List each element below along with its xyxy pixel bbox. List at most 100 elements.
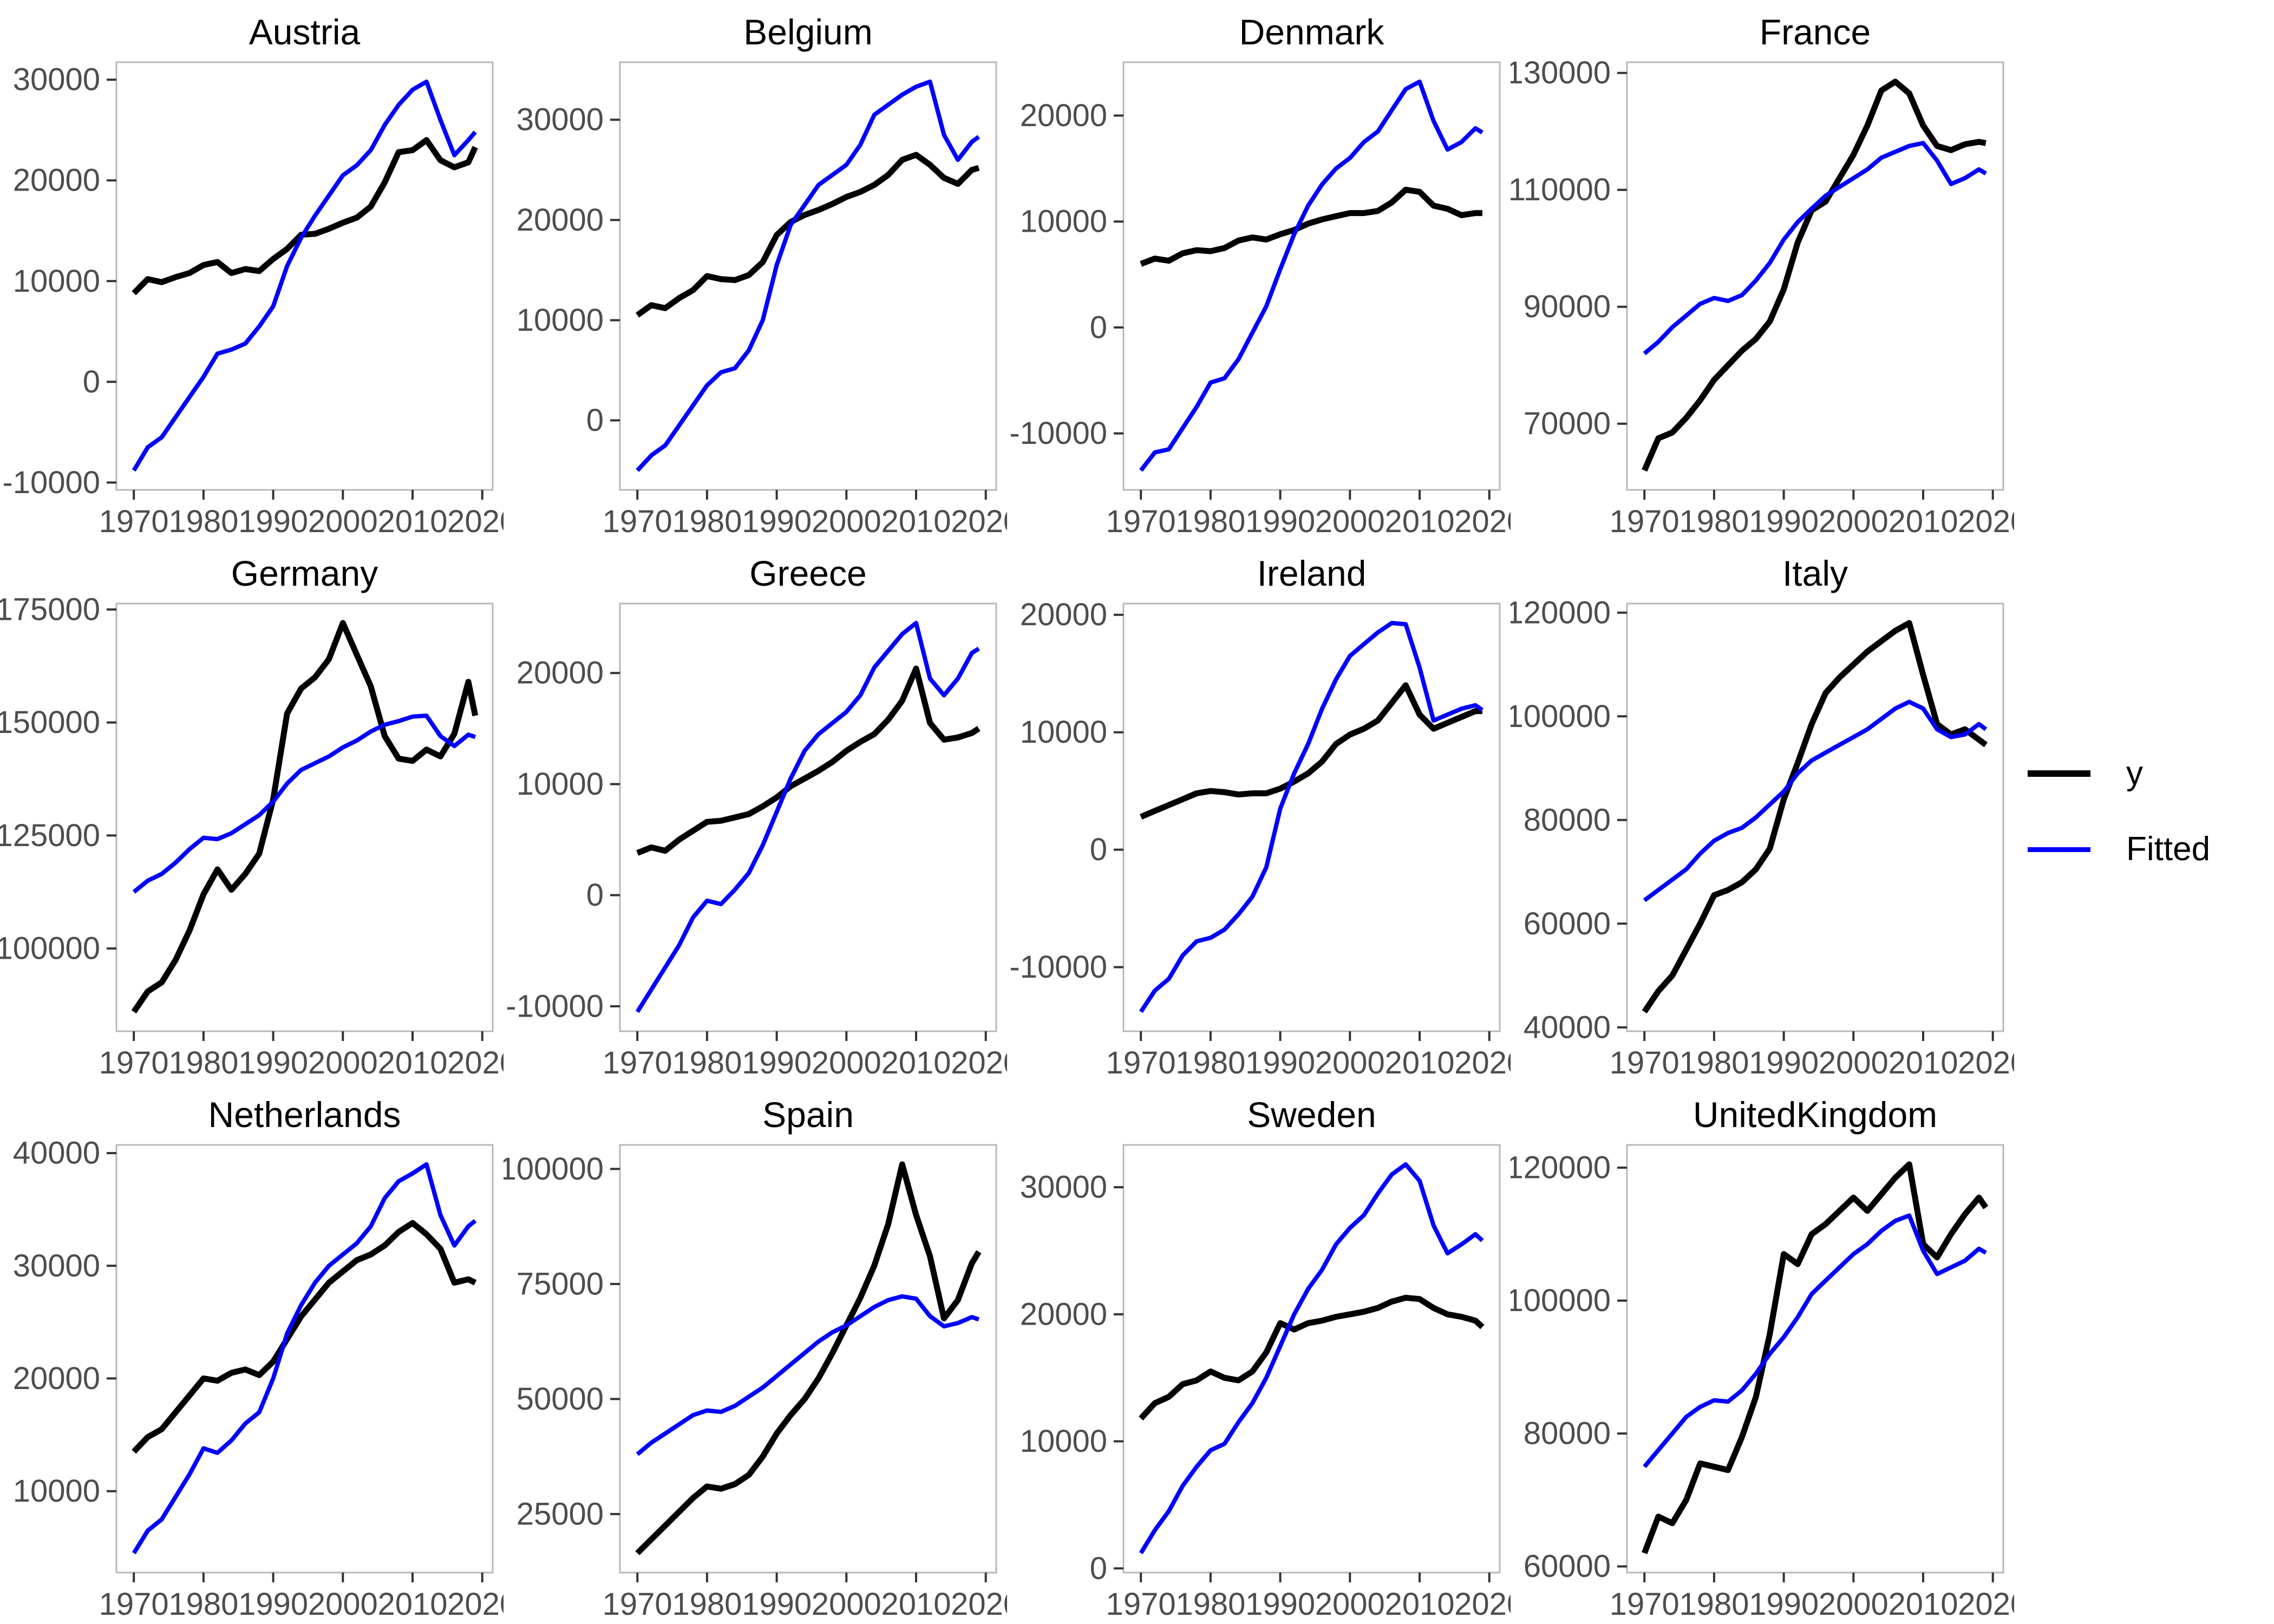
facet-italy: Italy 40000 60000 80000 100000 120000 1970 1980… <box>1511 541 2014 1083</box>
x-axis-tick-label: 2020 <box>447 1045 504 1081</box>
x-axis-tick-label: 2020 <box>951 1045 1007 1081</box>
facet-chart-italy: Italy 40000 60000 80000 100000 120000 1970 1980… <box>1511 553 2014 1081</box>
facet-title: Germany <box>231 553 378 593</box>
y-axis-tick-label: 80000 <box>1524 1416 1611 1451</box>
x-axis-tick-label: 2020 <box>1958 504 2014 539</box>
x-axis-tick-label: 2020 <box>1958 1587 2014 1622</box>
y-axis-tick-label: 30000 <box>13 1248 100 1284</box>
y-axis-tick-label: 120000 <box>1511 595 1611 630</box>
facet-title: Spain <box>762 1095 854 1135</box>
series-line-fitted <box>132 1162 477 1555</box>
y-axis-tick-label: 50000 <box>517 1381 604 1417</box>
x-axis-tick-label: 1990 <box>1749 1045 1819 1081</box>
y-axis-tick-label: 60000 <box>1524 906 1611 941</box>
facet-title: Ireland <box>1257 553 1367 593</box>
x-axis-tick-label: 2000 <box>308 1587 378 1622</box>
x-axis-tick-label: 1980 <box>672 1045 742 1081</box>
series-line-y <box>1642 620 1988 1014</box>
x-axis-tick-label: 2010 <box>881 1587 951 1622</box>
series-line-y <box>1140 187 1482 267</box>
facet-netherlands: Netherlands 10000 20000 30000 40000 1970 1980 1… <box>0 1083 504 1624</box>
series-line-y <box>1642 78 1987 472</box>
y-axis-tick-label: 120000 <box>1511 1150 1611 1186</box>
y-axis-tick-label: 100000 <box>1511 699 1611 734</box>
x-axis-tick-label: 1980 <box>1679 504 1749 539</box>
y-axis-tick-label: 20000 <box>1020 98 1107 133</box>
y-axis-tick-label: 30000 <box>13 62 100 97</box>
x-axis-tick-label: 2010 <box>1384 504 1454 539</box>
y-axis-tick-label: 100000 <box>1511 1283 1611 1318</box>
panel-border <box>115 603 494 1032</box>
x-axis-tick-label: 2020 <box>951 504 1007 539</box>
x-axis-tick-label: 1970 <box>603 1587 672 1622</box>
x-axis-tick-label: 1980 <box>168 1587 238 1622</box>
facet-title: UnitedKingdom <box>1693 1095 1937 1135</box>
x-axis-tick-label: 2020 <box>1454 504 1511 539</box>
x-axis-tick-label: 1970 <box>1106 504 1176 539</box>
panel-border <box>1626 61 2004 491</box>
x-axis-tick-label: 1980 <box>1175 1045 1245 1081</box>
x-axis-tick-label: 2010 <box>1888 1045 1958 1081</box>
panel-border <box>1626 603 2004 1032</box>
x-axis-tick-label: 1990 <box>1749 504 1819 539</box>
facet-ireland: Ireland -10000 0 10000 20000 1970 1980 1990 2000… <box>1007 541 1511 1083</box>
x-axis-tick-label: 2020 <box>1454 1587 1511 1622</box>
x-axis-tick-label: 2000 <box>1315 504 1385 539</box>
x-axis-tick-label: 2020 <box>951 1587 1007 1622</box>
x-axis-tick-label: 1970 <box>603 1045 672 1081</box>
panel-border <box>1122 1144 1501 1574</box>
x-axis-tick-label: 1970 <box>1106 1045 1176 1081</box>
series-line-y <box>131 620 479 1014</box>
x-axis-tick-label: 1990 <box>1245 504 1315 539</box>
facet-chart-france: France 70000 90000 110000 130000 1970 1980 1990… <box>1511 12 2014 539</box>
panel-border <box>619 1144 997 1574</box>
legend-label-y: y <box>2126 755 2143 792</box>
panel-border <box>619 61 997 491</box>
y-axis-tick-label: 0 <box>1090 832 1107 867</box>
y-axis-tick-label: 0 <box>586 878 604 913</box>
y-axis-tick-label: 110000 <box>1511 172 1611 207</box>
series-line-fitted <box>636 1294 980 1456</box>
y-axis-tick-label: 20000 <box>517 202 604 238</box>
y-axis-tick-label: 10000 <box>1020 715 1107 750</box>
y-axis-tick-label: 80000 <box>1524 802 1611 837</box>
y-axis-tick-label: 100000 <box>0 931 100 966</box>
panel-border <box>115 61 494 491</box>
x-axis-tick-label: 2010 <box>1384 1045 1454 1081</box>
x-axis-tick-label: 2000 <box>1819 1587 1889 1622</box>
x-axis-tick-label: 2000 <box>812 1045 881 1081</box>
x-axis-tick-label: 2000 <box>812 504 881 539</box>
x-axis-tick-label: 1990 <box>1245 1045 1315 1081</box>
y-axis-tick-label: 175000 <box>0 592 100 627</box>
facet-title: Denmark <box>1239 12 1385 52</box>
facet-grid: Austria -10000 0 10000 20000 30000 1970 1980 199… <box>0 0 2014 1624</box>
series-line-y <box>636 665 981 856</box>
facet-title: Austria <box>249 12 361 52</box>
x-axis-tick-label: 1970 <box>99 1587 169 1622</box>
series-line-y <box>1642 1161 1989 1555</box>
x-axis-tick-label: 1980 <box>168 1045 238 1081</box>
series-line-fitted <box>1139 79 1484 472</box>
y-axis-tick-label: 20000 <box>13 1361 100 1396</box>
panel-border <box>1626 1144 2004 1574</box>
x-axis-tick-label: 2000 <box>308 1045 378 1081</box>
x-axis-tick-label: 1970 <box>99 504 169 539</box>
x-axis-tick-label: 2020 <box>1958 1045 2014 1081</box>
y-axis-tick-label: 125000 <box>0 818 100 853</box>
facet-france: France 70000 90000 110000 130000 1970 1980 1990… <box>1511 0 2014 541</box>
x-axis-tick-label: 2000 <box>812 1587 881 1622</box>
facet-chart-ireland: Ireland -10000 0 10000 20000 1970 1980 1990 2000… <box>1009 553 1511 1081</box>
panel-border <box>1122 61 1501 491</box>
y-axis-tick-label: 90000 <box>1524 289 1611 324</box>
facet-title: Belgium <box>743 12 872 52</box>
y-axis-tick-label: 0 <box>1090 1551 1107 1586</box>
legend-item-fitted: Fitted <box>2028 833 2266 866</box>
x-axis-tick-label: 2000 <box>1315 1587 1385 1622</box>
legend-key-fitted-line <box>2028 847 2090 852</box>
y-axis-tick-label: 10000 <box>13 1474 100 1509</box>
y-axis-tick-label: 10000 <box>1020 204 1107 239</box>
x-axis-tick-label: 1970 <box>1610 504 1680 539</box>
